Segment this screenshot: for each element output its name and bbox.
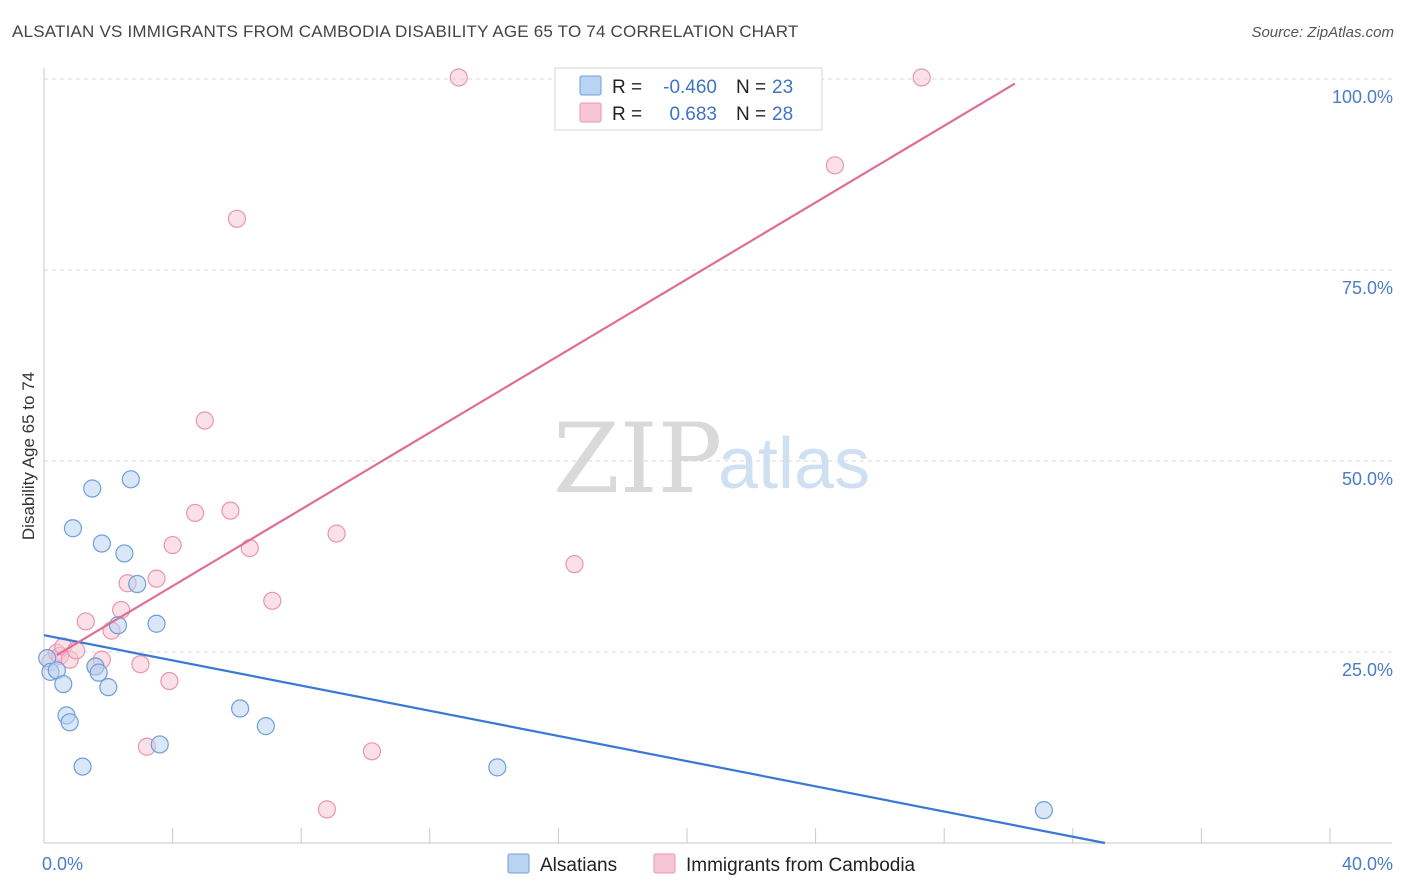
chart-title: ALSATIAN VS IMMIGRANTS FROM CAMBODIA DIS… (12, 22, 799, 41)
axes (43, 68, 1392, 844)
alsatians-point-15 (121, 470, 140, 489)
cambodia-point-27 (565, 555, 584, 574)
cambodia-point-17 (186, 503, 205, 523)
correlation-legend: R = -0.460 N = 23 R = 0.683 N = 28 (554, 67, 823, 131)
legend-r-label-1: R = (612, 77, 642, 98)
alsatians-point-5 (60, 713, 79, 732)
cambodia-point-23 (317, 800, 337, 819)
alsatians-point-21 (488, 758, 507, 777)
legend-r-label-2: R = (612, 104, 642, 125)
cambodia-point-14 (147, 569, 166, 588)
cambodia-point-26 (449, 68, 468, 87)
legend-swatch-alsatians (579, 75, 602, 96)
x-ticks (43, 828, 1331, 843)
legend-r-value-2: 0.683 (669, 104, 717, 125)
bottom-legend-swatch-cambodia (653, 853, 676, 874)
series-alsatians-points (38, 470, 1053, 820)
legend-r-value-1: -0.460 (663, 77, 717, 98)
alsatians-point-22 (1034, 801, 1053, 820)
alsatians-point-12 (99, 678, 118, 697)
cambodia-point-25 (362, 742, 382, 761)
source-credit: Source: ZipAtlas.com (1251, 24, 1394, 41)
alsatians-point-8 (83, 479, 102, 498)
alsatians-point-18 (150, 735, 169, 754)
alsatians-point-19 (231, 699, 250, 718)
cambodia-point-12 (131, 655, 150, 674)
cambodia-point-22 (263, 591, 282, 610)
y-tick-label-0: 100.0% (1332, 87, 1393, 107)
series-legend: Alsatians Immigrants from Cambodia (507, 853, 916, 876)
alsatians-point-7 (73, 757, 92, 776)
y-axis-label: Disability Age 65 to 74 (19, 372, 38, 540)
y-tick-label-1: 75.0% (1342, 278, 1393, 298)
alsatians-point-14 (115, 544, 134, 563)
cambodia-point-15 (160, 671, 179, 691)
alsatians-point-20 (256, 717, 275, 736)
alsatians-point-17 (147, 614, 166, 633)
x-tick-label-right: 40.0% (1342, 854, 1393, 874)
alsatians-point-6 (63, 519, 83, 538)
y-tick-label-3: 25.0% (1342, 660, 1393, 680)
cambodia-point-20 (227, 209, 246, 228)
bottom-legend-swatch-alsatians (507, 853, 530, 874)
alsatians-point-3 (54, 674, 73, 694)
y-tick-labels: 100.0% 75.0% 50.0% 25.0% (1332, 87, 1393, 680)
bottom-legend-label-cambodia: Immigrants from Cambodia (686, 855, 916, 876)
alsatians-point-11 (92, 534, 111, 553)
legend-n-value-1: 23 (772, 77, 793, 98)
gridlines (44, 78, 1392, 653)
cambodia-point-29 (912, 68, 931, 87)
cambodia-point-28 (825, 156, 844, 175)
legend-n-label-1: N = (736, 77, 766, 98)
cambodia-point-24 (327, 524, 346, 543)
cambodia-point-19 (221, 501, 240, 520)
trend-line-cambodia (56, 82, 1016, 657)
legend-n-label-2: N = (736, 104, 766, 125)
legend-swatch-cambodia (579, 102, 602, 123)
cambodia-point-6 (76, 612, 95, 631)
y-tick-label-2: 50.0% (1342, 469, 1393, 489)
trend-line-alsatians (43, 634, 1106, 845)
alsatians-point-16 (128, 574, 147, 594)
alsatians-point-10 (89, 663, 108, 682)
x-tick-label-left: 0.0% (42, 854, 83, 874)
bottom-legend-label-alsatians: Alsatians (540, 855, 617, 876)
trend-lines (43, 82, 1106, 845)
legend-n-value-2: 28 (772, 104, 793, 125)
watermark-atlas: atlas (718, 424, 870, 504)
cambodia-point-18 (195, 411, 214, 430)
cambodia-point-16 (163, 535, 182, 555)
watermark-zip: ZIP (553, 403, 722, 515)
cambodia-point-21 (240, 538, 259, 558)
